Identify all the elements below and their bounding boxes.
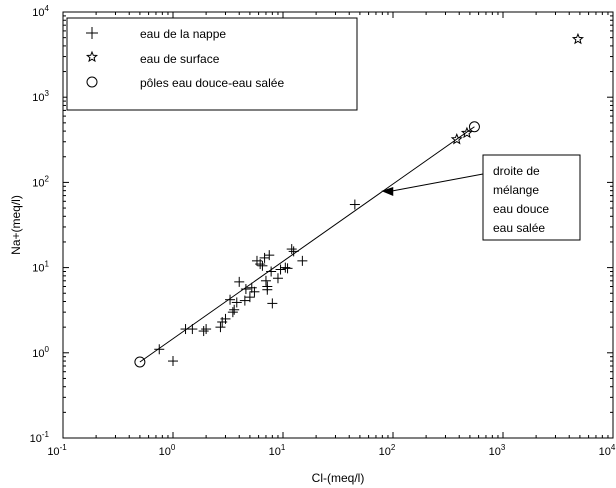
annotation-box [482,154,581,241]
plus-marker [229,304,240,315]
annotation-line-2: mélange [493,183,539,197]
y-tick-label: 102 [32,174,49,189]
x-tick-label: 100 [159,443,176,458]
legend-label-surface: eau de surface [140,52,220,66]
legend-marker-poles [86,76,98,88]
x-tick-label: 102 [379,443,396,458]
annotation-line-3: eau douce [493,202,549,216]
legend-star-shape [85,50,99,63]
plus-marker [225,294,236,305]
circle-marker [468,121,480,133]
plus-marker [272,273,283,284]
plot-frame [62,11,614,439]
x-tick-labels: 10-1 100 101 102 103 104 [47,443,616,458]
annotation-arrow-shaft [389,173,484,193]
x-tick-label: 101 [269,443,286,458]
plus-marker [297,255,308,266]
plus-marker [154,344,165,355]
mixing-line-layer [139,126,475,363]
axis-ticks [62,11,614,439]
plus-marker [286,244,297,255]
plus-marker [288,246,299,257]
plus-marker [168,356,178,367]
y-tick-label: 100 [32,345,49,360]
plus-marker [266,266,277,277]
x-tick-label: 104 [599,443,616,458]
y-tick-labels: 10-1 100 101 102 103 104 [30,4,50,445]
star-marker [571,32,584,45]
y-tick-label: 103 [32,89,49,104]
plus-marker [282,263,293,274]
x-tick-label: 10-1 [47,443,67,458]
plus-marker [240,284,251,295]
star-marker [450,133,463,145]
legend-label-poles: pôles eau douce-eau salée [140,76,284,90]
mixing-line-annotation: droite de mélange eau douce eau salée [381,154,581,241]
x-tick-label: 103 [489,443,506,458]
y-tick-label: 101 [32,260,49,275]
plus-marker [231,297,242,308]
plus-marker [227,307,238,318]
plus-marker [280,262,291,273]
plus-marker [220,313,231,324]
plus-marker [349,199,360,210]
plus-marker [234,276,245,287]
plus-marker [260,275,271,286]
y-axis-title: Na+(meq/l) [9,195,23,255]
legend: eau de la nappe eau de surface pôles eau… [66,17,358,111]
plus-marker [255,259,266,270]
plus-marker [187,324,198,335]
y-tick-label: 10-1 [30,430,50,445]
circle-marker [134,356,146,368]
annotation-arrow [381,173,484,197]
x-axis-title: Cl-(meq/l) [312,471,365,485]
annotation-arrow-head [381,187,394,197]
star-marker [460,126,473,139]
mixing-line [139,126,475,363]
y-tick-label: 104 [32,4,49,19]
legend-box [66,17,358,111]
annotation-line-4: eau salée [493,221,545,235]
legend-marker-nappe [86,27,98,39]
plus-marker [244,292,255,303]
plus-marker [249,286,260,297]
plus-marker [267,298,278,309]
data-points [134,32,584,368]
plus-marker [239,295,250,306]
plus-marker [246,282,257,293]
legend-label-nappe: eau de la nappe [140,27,226,41]
annotation-line-1: droite de [493,164,540,178]
plus-marker [259,252,270,263]
plus-marker [201,324,212,335]
plus-marker [257,260,268,271]
plus-marker [262,284,273,295]
plus-marker [264,250,275,261]
legend-marker-surface [85,50,99,63]
plus-marker [198,326,209,337]
plus-marker [275,264,286,275]
plus-marker [215,322,226,333]
